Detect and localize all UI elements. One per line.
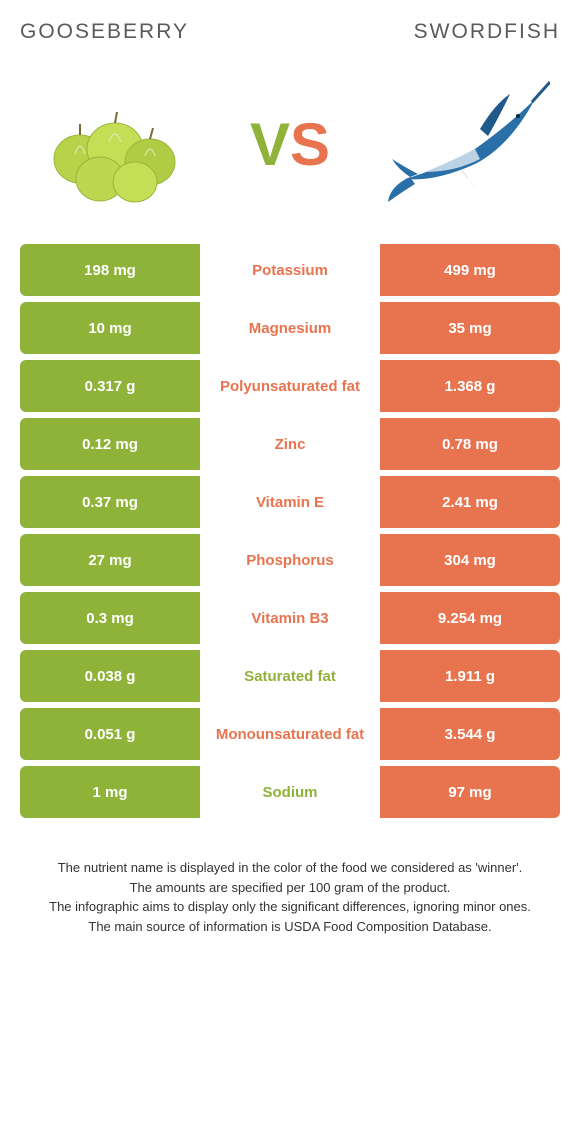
left-value: 0.317 g (20, 360, 200, 412)
table-row: 0.317 gPolyunsaturated fat1.368 g (20, 360, 560, 412)
footnotes: The nutrient name is displayed in the co… (20, 858, 560, 936)
left-value: 1 mg (20, 766, 200, 818)
right-value: 1.911 g (380, 650, 560, 702)
vs-letter-v: V (250, 111, 290, 178)
nutrient-label: Saturated fat (200, 650, 380, 702)
table-row: 0.038 gSaturated fat1.911 g (20, 650, 560, 702)
right-title: SWORDFISH (414, 20, 560, 44)
right-value: 97 mg (380, 766, 560, 818)
nutrient-label: Magnesium (200, 302, 380, 354)
right-value: 9.254 mg (380, 592, 560, 644)
right-value: 304 mg (380, 534, 560, 586)
table-row: 0.12 mgZinc0.78 mg (20, 418, 560, 470)
left-title: GOOSEBERRY (20, 20, 189, 44)
table-row: 10 mgMagnesium35 mg (20, 302, 560, 354)
right-value: 0.78 mg (380, 418, 560, 470)
nutrient-table: 198 mgPotassium499 mg 10 mgMagnesium35 mg… (20, 244, 560, 818)
left-value: 27 mg (20, 534, 200, 586)
left-value: 0.038 g (20, 650, 200, 702)
footnote-line: The nutrient name is displayed in the co… (20, 858, 560, 878)
right-value: 3.544 g (380, 708, 560, 760)
left-value: 10 mg (20, 302, 200, 354)
nutrient-label: Monounsaturated fat (200, 708, 380, 760)
swordfish-icon (380, 74, 550, 214)
nutrient-label: Zinc (200, 418, 380, 470)
gooseberry-icon (30, 74, 200, 214)
footnote-line: The infographic aims to display only the… (20, 897, 560, 917)
nutrient-label: Phosphorus (200, 534, 380, 586)
nutrient-label: Sodium (200, 766, 380, 818)
right-value: 1.368 g (380, 360, 560, 412)
table-row: 1 mgSodium97 mg (20, 766, 560, 818)
nutrient-label: Vitamin B3 (200, 592, 380, 644)
table-row: 27 mgPhosphorus304 mg (20, 534, 560, 586)
left-value: 0.12 mg (20, 418, 200, 470)
table-row: 0.051 gMonounsaturated fat3.544 g (20, 708, 560, 760)
footnote-line: The main source of information is USDA F… (20, 917, 560, 937)
table-row: 0.37 mgVitamin E2.41 mg (20, 476, 560, 528)
footnote-line: The amounts are specified per 100 gram o… (20, 878, 560, 898)
right-value: 499 mg (380, 244, 560, 296)
title-row: GOOSEBERRY SWORDFISH (20, 20, 560, 44)
nutrient-label: Potassium (200, 244, 380, 296)
nutrient-label: Vitamin E (200, 476, 380, 528)
left-value: 0.051 g (20, 708, 200, 760)
table-row: 198 mgPotassium499 mg (20, 244, 560, 296)
left-value: 0.37 mg (20, 476, 200, 528)
vs-row: VS (20, 74, 560, 214)
nutrient-label: Polyunsaturated fat (200, 360, 380, 412)
vs-letter-s: S (290, 111, 330, 178)
left-value: 0.3 mg (20, 592, 200, 644)
right-value: 35 mg (380, 302, 560, 354)
right-value: 2.41 mg (380, 476, 560, 528)
table-row: 0.3 mgVitamin B39.254 mg (20, 592, 560, 644)
left-value: 198 mg (20, 244, 200, 296)
vs-label: VS (250, 110, 330, 179)
